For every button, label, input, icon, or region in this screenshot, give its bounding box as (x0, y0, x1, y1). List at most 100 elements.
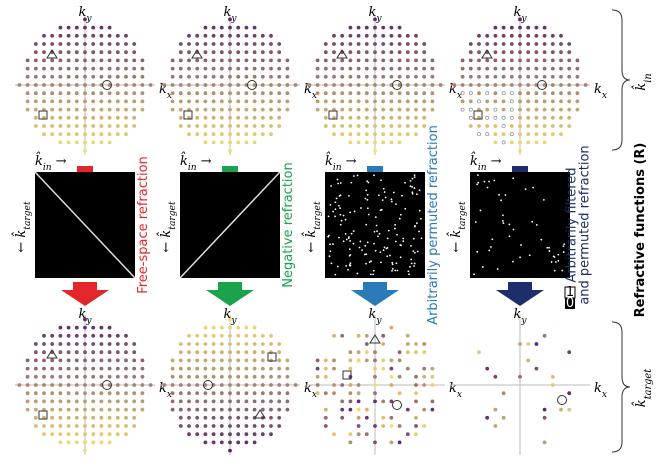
dot (405, 407, 410, 412)
dot (501, 42, 506, 46)
dot (534, 33, 539, 38)
dot (509, 124, 514, 128)
dot (211, 374, 216, 379)
dot (25, 107, 30, 112)
dot (140, 83, 145, 87)
label-base: k (223, 307, 231, 322)
dot (58, 325, 63, 330)
dot (518, 42, 522, 46)
square-marker (267, 352, 277, 362)
dot (203, 25, 208, 30)
dot (323, 391, 328, 396)
dot (550, 91, 555, 96)
dot (132, 83, 137, 87)
dot (25, 99, 30, 104)
dot (244, 374, 249, 379)
dot (389, 415, 394, 420)
dot (269, 383, 273, 387)
label: k̂in (631, 73, 653, 90)
dot (405, 42, 410, 46)
dot (348, 42, 353, 46)
dot (381, 415, 386, 420)
dot (42, 333, 46, 338)
matrix-point (398, 217, 401, 220)
dot (99, 350, 104, 355)
dot (99, 424, 104, 428)
dot (107, 83, 112, 87)
dot (501, 91, 506, 96)
dot (187, 42, 191, 46)
dot (501, 66, 506, 71)
dot (340, 407, 345, 412)
dot (269, 66, 273, 71)
dot (252, 115, 257, 120)
matrix-point (409, 179, 412, 182)
dot (542, 91, 547, 96)
dot (83, 107, 87, 112)
matrix-point (508, 235, 511, 238)
matrix-point (353, 210, 356, 213)
dot (115, 383, 120, 387)
matrix-point (366, 180, 369, 183)
dot (83, 33, 87, 38)
matrix-point (364, 244, 367, 247)
dot (74, 115, 79, 120)
matrix-point (496, 268, 499, 270)
matrix-point (402, 240, 405, 243)
label: kx (449, 82, 462, 101)
matrix-point (361, 249, 363, 251)
dot (195, 432, 200, 437)
dot (323, 42, 328, 46)
dot (99, 58, 104, 63)
dot (559, 91, 563, 96)
dot (83, 325, 87, 330)
matrix-point (519, 256, 521, 259)
dot (364, 74, 369, 79)
dot (252, 424, 257, 428)
dot (277, 107, 282, 112)
dot (115, 333, 120, 338)
dot (422, 115, 427, 120)
dot (187, 74, 191, 79)
dot (170, 107, 175, 112)
matrix-point (366, 241, 369, 244)
dot (66, 42, 71, 46)
dot (277, 391, 282, 396)
dot (550, 58, 555, 63)
label: kx (304, 82, 317, 101)
dot (389, 115, 394, 120)
matrix-point (553, 256, 556, 258)
dot (74, 140, 79, 145)
matrix-point (411, 177, 414, 180)
matrix-point (329, 243, 331, 246)
dot (293, 83, 298, 87)
dot (348, 91, 353, 96)
dot (236, 432, 241, 437)
dot (58, 115, 63, 120)
dot (211, 350, 216, 355)
dot (140, 66, 145, 71)
dot (66, 50, 71, 55)
dot (124, 74, 128, 79)
dot (477, 99, 481, 104)
triangle-marker (46, 349, 58, 359)
circle-marker (247, 80, 257, 90)
dot (518, 83, 522, 87)
dot (99, 366, 104, 371)
dot (485, 132, 490, 137)
dot (83, 317, 87, 322)
matrix-point (411, 185, 413, 188)
dot (567, 115, 572, 120)
dot (124, 366, 128, 371)
dot (526, 74, 531, 79)
dot (373, 440, 377, 445)
dot (91, 83, 96, 87)
dot (356, 350, 361, 355)
dot (422, 91, 427, 96)
dot (373, 132, 377, 137)
dot (107, 74, 112, 79)
dot (211, 342, 216, 346)
label: ky (78, 307, 92, 326)
dot (260, 391, 265, 396)
matrix-point (337, 204, 340, 207)
